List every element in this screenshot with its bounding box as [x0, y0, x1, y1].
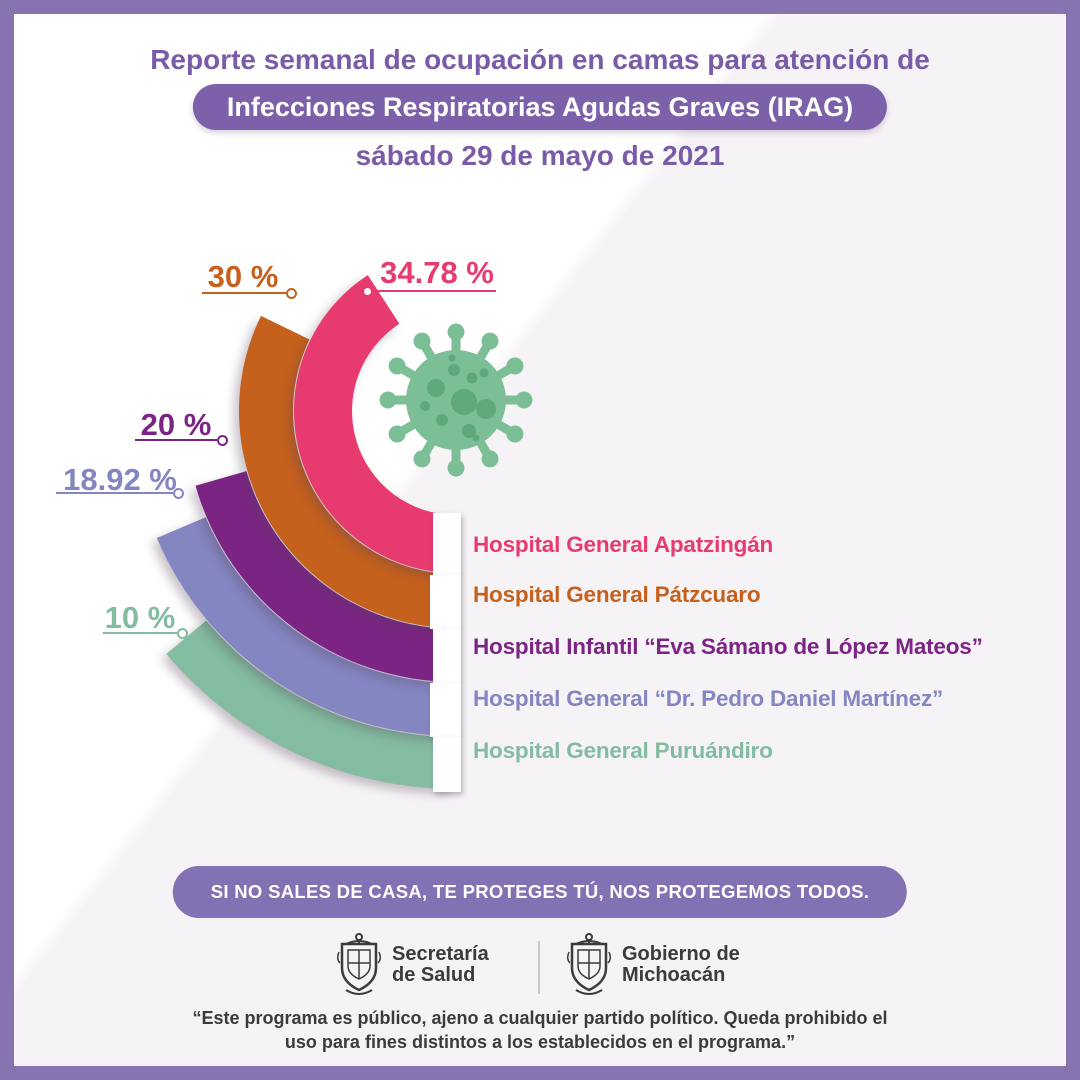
virus-spot	[427, 379, 445, 397]
virus-spot	[436, 414, 448, 426]
logo-divider	[538, 941, 540, 994]
callout-line	[202, 292, 286, 294]
virus-spot	[448, 364, 460, 376]
virus-spot	[466, 372, 478, 384]
callout-dot	[173, 488, 184, 499]
virus-spot	[476, 399, 496, 419]
chart-axis-block	[430, 683, 461, 737]
virus-spot	[451, 389, 477, 415]
virus-spot	[462, 424, 476, 438]
arc-segment-0	[293, 275, 456, 573]
legal-disclaimer: “Este programa es público, ajeno a cualq…	[0, 1006, 1080, 1054]
value-label-pedro-daniel: 18.92 %	[63, 462, 177, 497]
arc-segment-1	[238, 315, 456, 628]
coat-of-arms-icon	[336, 933, 382, 995]
callout-dot	[177, 628, 188, 639]
legend-hospital-puruandiro: Hospital General Puruándiro	[473, 738, 773, 763]
virus-spot	[479, 368, 489, 378]
callout-line	[56, 492, 173, 494]
value-label-patzcuaro: 30 %	[207, 259, 279, 294]
callout-dot	[362, 286, 373, 297]
logo-line: Secretaría	[392, 943, 489, 965]
legend-hospital-infantil: Hospital Infantil “Eva Sámano de López M…	[473, 634, 983, 659]
chart-axis-block	[433, 629, 461, 683]
legend-hospital-patzcuaro: Hospital General Pátzcuaro	[473, 582, 761, 607]
arc-segment-4	[166, 620, 457, 789]
disclaimer-line-2: uso para fines distintos a los estableci…	[284, 1032, 796, 1052]
arc-segment-3	[156, 517, 456, 736]
coronavirus-icon	[379, 323, 533, 477]
chart-axis-block	[430, 575, 461, 629]
stay-home-banner: SI NO SALES DE CASA, TE PROTEGES TÚ, NOS…	[172, 866, 908, 918]
value-label-puruandiro: 10 %	[104, 600, 176, 635]
callout-line	[372, 290, 496, 292]
legend-hospital-pedro-daniel: Hospital General “Dr. Pedro Daniel Martí…	[473, 686, 944, 711]
logo-line: Michoacán	[622, 964, 726, 986]
callout-line	[135, 439, 217, 441]
logo-line: de Salud	[392, 964, 476, 986]
legend-hospital-apatzingan: Hospital General Apatzingán	[473, 532, 774, 557]
arc-segment-2	[195, 471, 456, 682]
logo-line: Gobierno de	[622, 943, 740, 965]
virus-spot	[420, 401, 430, 411]
virus-spot	[448, 354, 456, 362]
report-badge: Infecciones Respiratorias Agudas Graves …	[192, 84, 888, 130]
disclaimer-line-1: “Este programa es público, ajeno a cualq…	[192, 1008, 888, 1028]
virus-spot	[472, 434, 480, 442]
logo-gobierno-michoacan: Gobierno de Michoacán	[622, 944, 740, 986]
report-date: sábado 29 de mayo de 2021	[355, 140, 725, 171]
value-label-infantil: 20 %	[140, 407, 212, 442]
coat-of-arms-icon	[566, 933, 612, 995]
callout-dot	[217, 435, 228, 446]
value-label-apatzingan: 34.78 %	[380, 255, 494, 290]
callout-line	[103, 632, 177, 634]
chart-axis-block	[433, 513, 461, 575]
logo-secretaria-salud: Secretaría de Salud	[392, 944, 489, 986]
chart-axis-block	[433, 737, 461, 792]
callout-dot	[286, 288, 297, 299]
report-title: Reporte semanal de ocupación en camas pa…	[150, 44, 930, 75]
